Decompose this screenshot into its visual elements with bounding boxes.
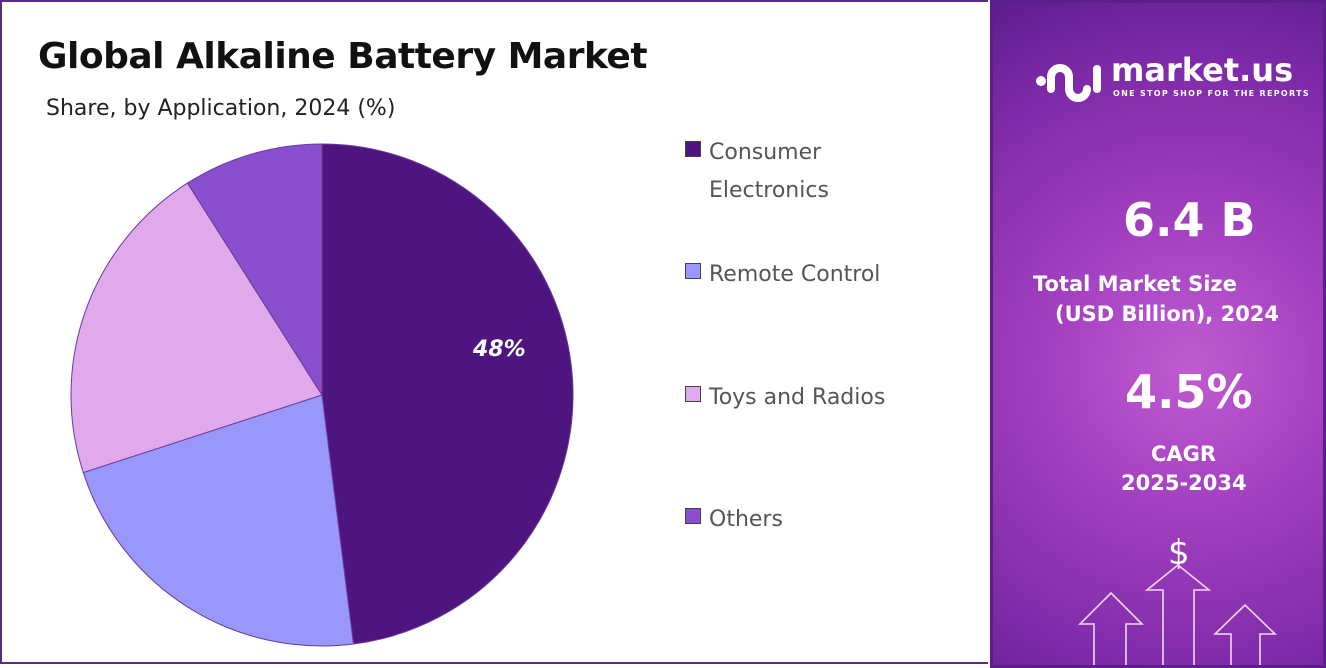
chart-subtitle: Share, by Application, 2024 (%) bbox=[46, 96, 396, 121]
legend-label: Remote Control bbox=[709, 262, 881, 287]
pie-chart: 48% bbox=[70, 143, 574, 647]
chart-title: Global Alkaline Battery Market bbox=[38, 36, 648, 77]
legend-swatch bbox=[685, 386, 701, 402]
legend-label: Consumer Electronics bbox=[709, 140, 829, 203]
legend-item-others: Others bbox=[685, 501, 783, 539]
legend-swatch bbox=[685, 508, 701, 524]
logo-brand: market.us bbox=[1111, 51, 1294, 89]
cagr-label: CAGR bbox=[1151, 442, 1217, 466]
market-us-logo: market.us ONE STOP SHOP FOR THE REPORTS bbox=[1033, 51, 1309, 109]
pie-slice-toys-and-radios bbox=[70, 182, 323, 474]
chart-area: Global Alkaline Battery Market Share, by… bbox=[0, 0, 988, 664]
pie-slice-remote-control bbox=[82, 394, 355, 647]
legend-swatch bbox=[685, 263, 701, 279]
cagr-value: 4.5% bbox=[1125, 365, 1253, 419]
data-label-consumer-electronics: 48% bbox=[472, 337, 526, 362]
market-size-label: Total Market Size bbox=[1033, 272, 1237, 296]
legend-item-remote-control: Remote Control bbox=[685, 256, 880, 294]
market-size-label-year: (USD Billion), 2024 bbox=[1055, 302, 1280, 326]
legend-item-consumer-electronics: Consumer Electronics bbox=[685, 134, 829, 210]
cagr-period: 2025-2034 bbox=[1121, 471, 1247, 495]
logo-icon bbox=[1036, 64, 1101, 102]
legend-swatch bbox=[685, 141, 701, 157]
summary-panel: market.us ONE STOP SHOP FOR THE REPORTS … bbox=[990, 0, 1326, 668]
legend-label: Toys and Radios bbox=[709, 385, 886, 410]
legend-item-toys-and-radios: Toys and Radios bbox=[685, 379, 885, 417]
pie-slice-others bbox=[186, 143, 323, 397]
market-size-value: 6.4 B bbox=[1123, 193, 1256, 247]
logo-tagline: ONE STOP SHOP FOR THE REPORTS bbox=[1113, 89, 1310, 98]
dollar-icon: $ bbox=[1168, 533, 1190, 573]
pie-slice-consumer-electronics bbox=[321, 143, 574, 645]
legend-label: Others bbox=[709, 507, 783, 532]
growth-arrows-icon bbox=[1078, 563, 1277, 665]
